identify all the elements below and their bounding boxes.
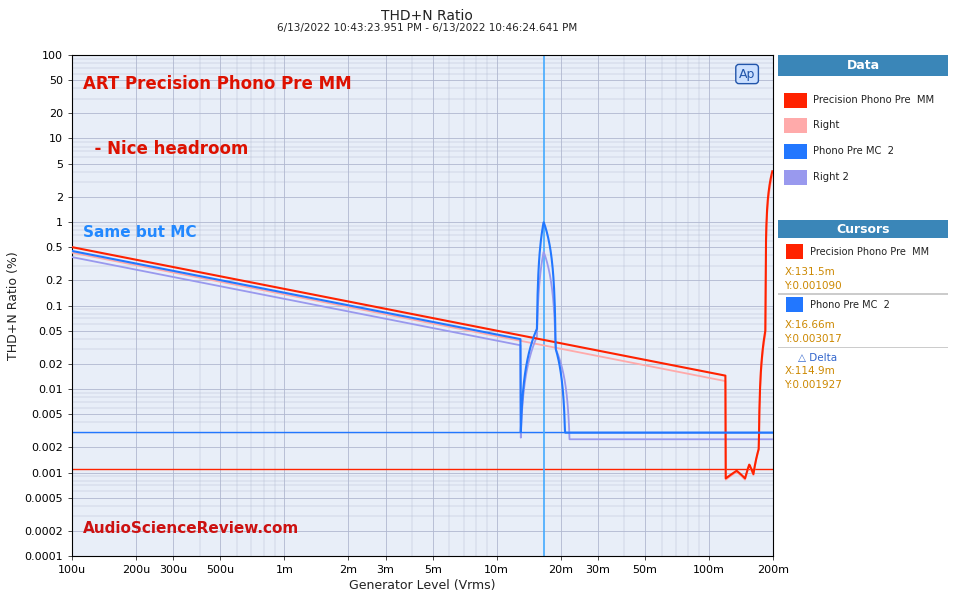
Text: 6/13/2022 10:43:23.951 PM - 6/13/2022 10:46:24.641 PM: 6/13/2022 10:43:23.951 PM - 6/13/2022 10… (277, 23, 577, 32)
Text: Precision Phono Pre  MM: Precision Phono Pre MM (810, 247, 929, 257)
Text: ART Precision Phono Pre MM: ART Precision Phono Pre MM (83, 75, 351, 93)
Bar (778, 293, 948, 295)
Bar (778, 220, 948, 238)
Text: Y:0.001090: Y:0.001090 (784, 281, 842, 291)
Text: Ap: Ap (739, 68, 756, 81)
Bar (786, 298, 804, 312)
Bar (784, 117, 806, 133)
Y-axis label: THD+N Ratio (%): THD+N Ratio (%) (7, 251, 20, 360)
Text: THD+N Ratio: THD+N Ratio (381, 9, 473, 23)
Text: AudioScienceReview.com: AudioScienceReview.com (83, 521, 299, 536)
Bar (778, 346, 948, 348)
Text: X:114.9m: X:114.9m (784, 365, 835, 376)
Text: Y:0.001927: Y:0.001927 (784, 379, 842, 390)
Text: Right 2: Right 2 (813, 172, 850, 182)
Bar (784, 170, 806, 185)
Text: Same but MC: Same but MC (83, 225, 196, 240)
Text: Right: Right (813, 120, 840, 130)
Text: X:131.5m: X:131.5m (784, 267, 835, 277)
Bar (778, 55, 948, 76)
Text: Data: Data (847, 59, 879, 72)
Bar (784, 144, 806, 159)
Text: - Nice headroom: - Nice headroom (83, 140, 248, 158)
Bar (784, 93, 806, 108)
Text: Y:0.003017: Y:0.003017 (784, 334, 842, 344)
Text: Precision Phono Pre  MM: Precision Phono Pre MM (813, 95, 935, 105)
Text: Cursors: Cursors (836, 222, 890, 235)
Text: Phono Pre MC  2: Phono Pre MC 2 (810, 300, 890, 310)
Text: X:16.66m: X:16.66m (784, 320, 835, 331)
Bar (786, 244, 804, 259)
Text: Phono Pre MC  2: Phono Pre MC 2 (813, 146, 895, 156)
Text: △ Delta: △ Delta (798, 353, 837, 362)
X-axis label: Generator Level (Vrms): Generator Level (Vrms) (349, 579, 495, 592)
